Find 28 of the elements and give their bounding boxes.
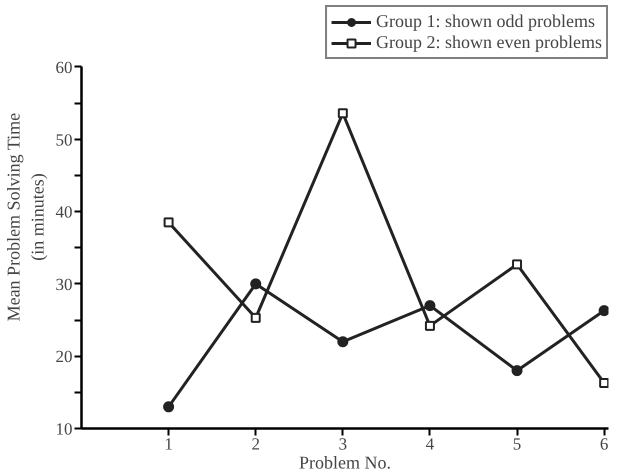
point xyxy=(599,378,608,388)
point xyxy=(250,278,262,290)
legend-label: Group 1: shown odd problems xyxy=(376,11,596,32)
x-tick-label: 2 xyxy=(251,434,260,454)
y-tick-label: 60 xyxy=(56,58,72,77)
point xyxy=(598,305,608,316)
y-tick-label: 40 xyxy=(56,202,72,222)
y-axis-title: Mean Problem Solving Time (in minutes) xyxy=(4,112,48,322)
x-tick-label: 4 xyxy=(426,434,435,454)
x-tick-label: 5 xyxy=(512,434,522,454)
point xyxy=(338,108,348,118)
y-tick-label: 20 xyxy=(56,347,72,366)
legend-label: Group 2: shown even problems xyxy=(376,32,602,53)
y-tick-label: 10 xyxy=(56,420,72,438)
x-tick-label: 3 xyxy=(338,434,348,454)
point xyxy=(337,336,348,348)
point xyxy=(424,300,436,312)
y-tick-label: 30 xyxy=(56,274,72,294)
point xyxy=(424,320,435,331)
point xyxy=(250,312,261,323)
point xyxy=(512,259,522,270)
point xyxy=(512,365,523,376)
point xyxy=(163,401,174,412)
y-tick-label: 50 xyxy=(56,130,72,150)
point xyxy=(164,217,174,228)
x-axis-title: Problem No. xyxy=(299,452,391,472)
x-tick-label: 1 xyxy=(164,434,173,454)
x-tick-label: 6 xyxy=(600,434,608,454)
